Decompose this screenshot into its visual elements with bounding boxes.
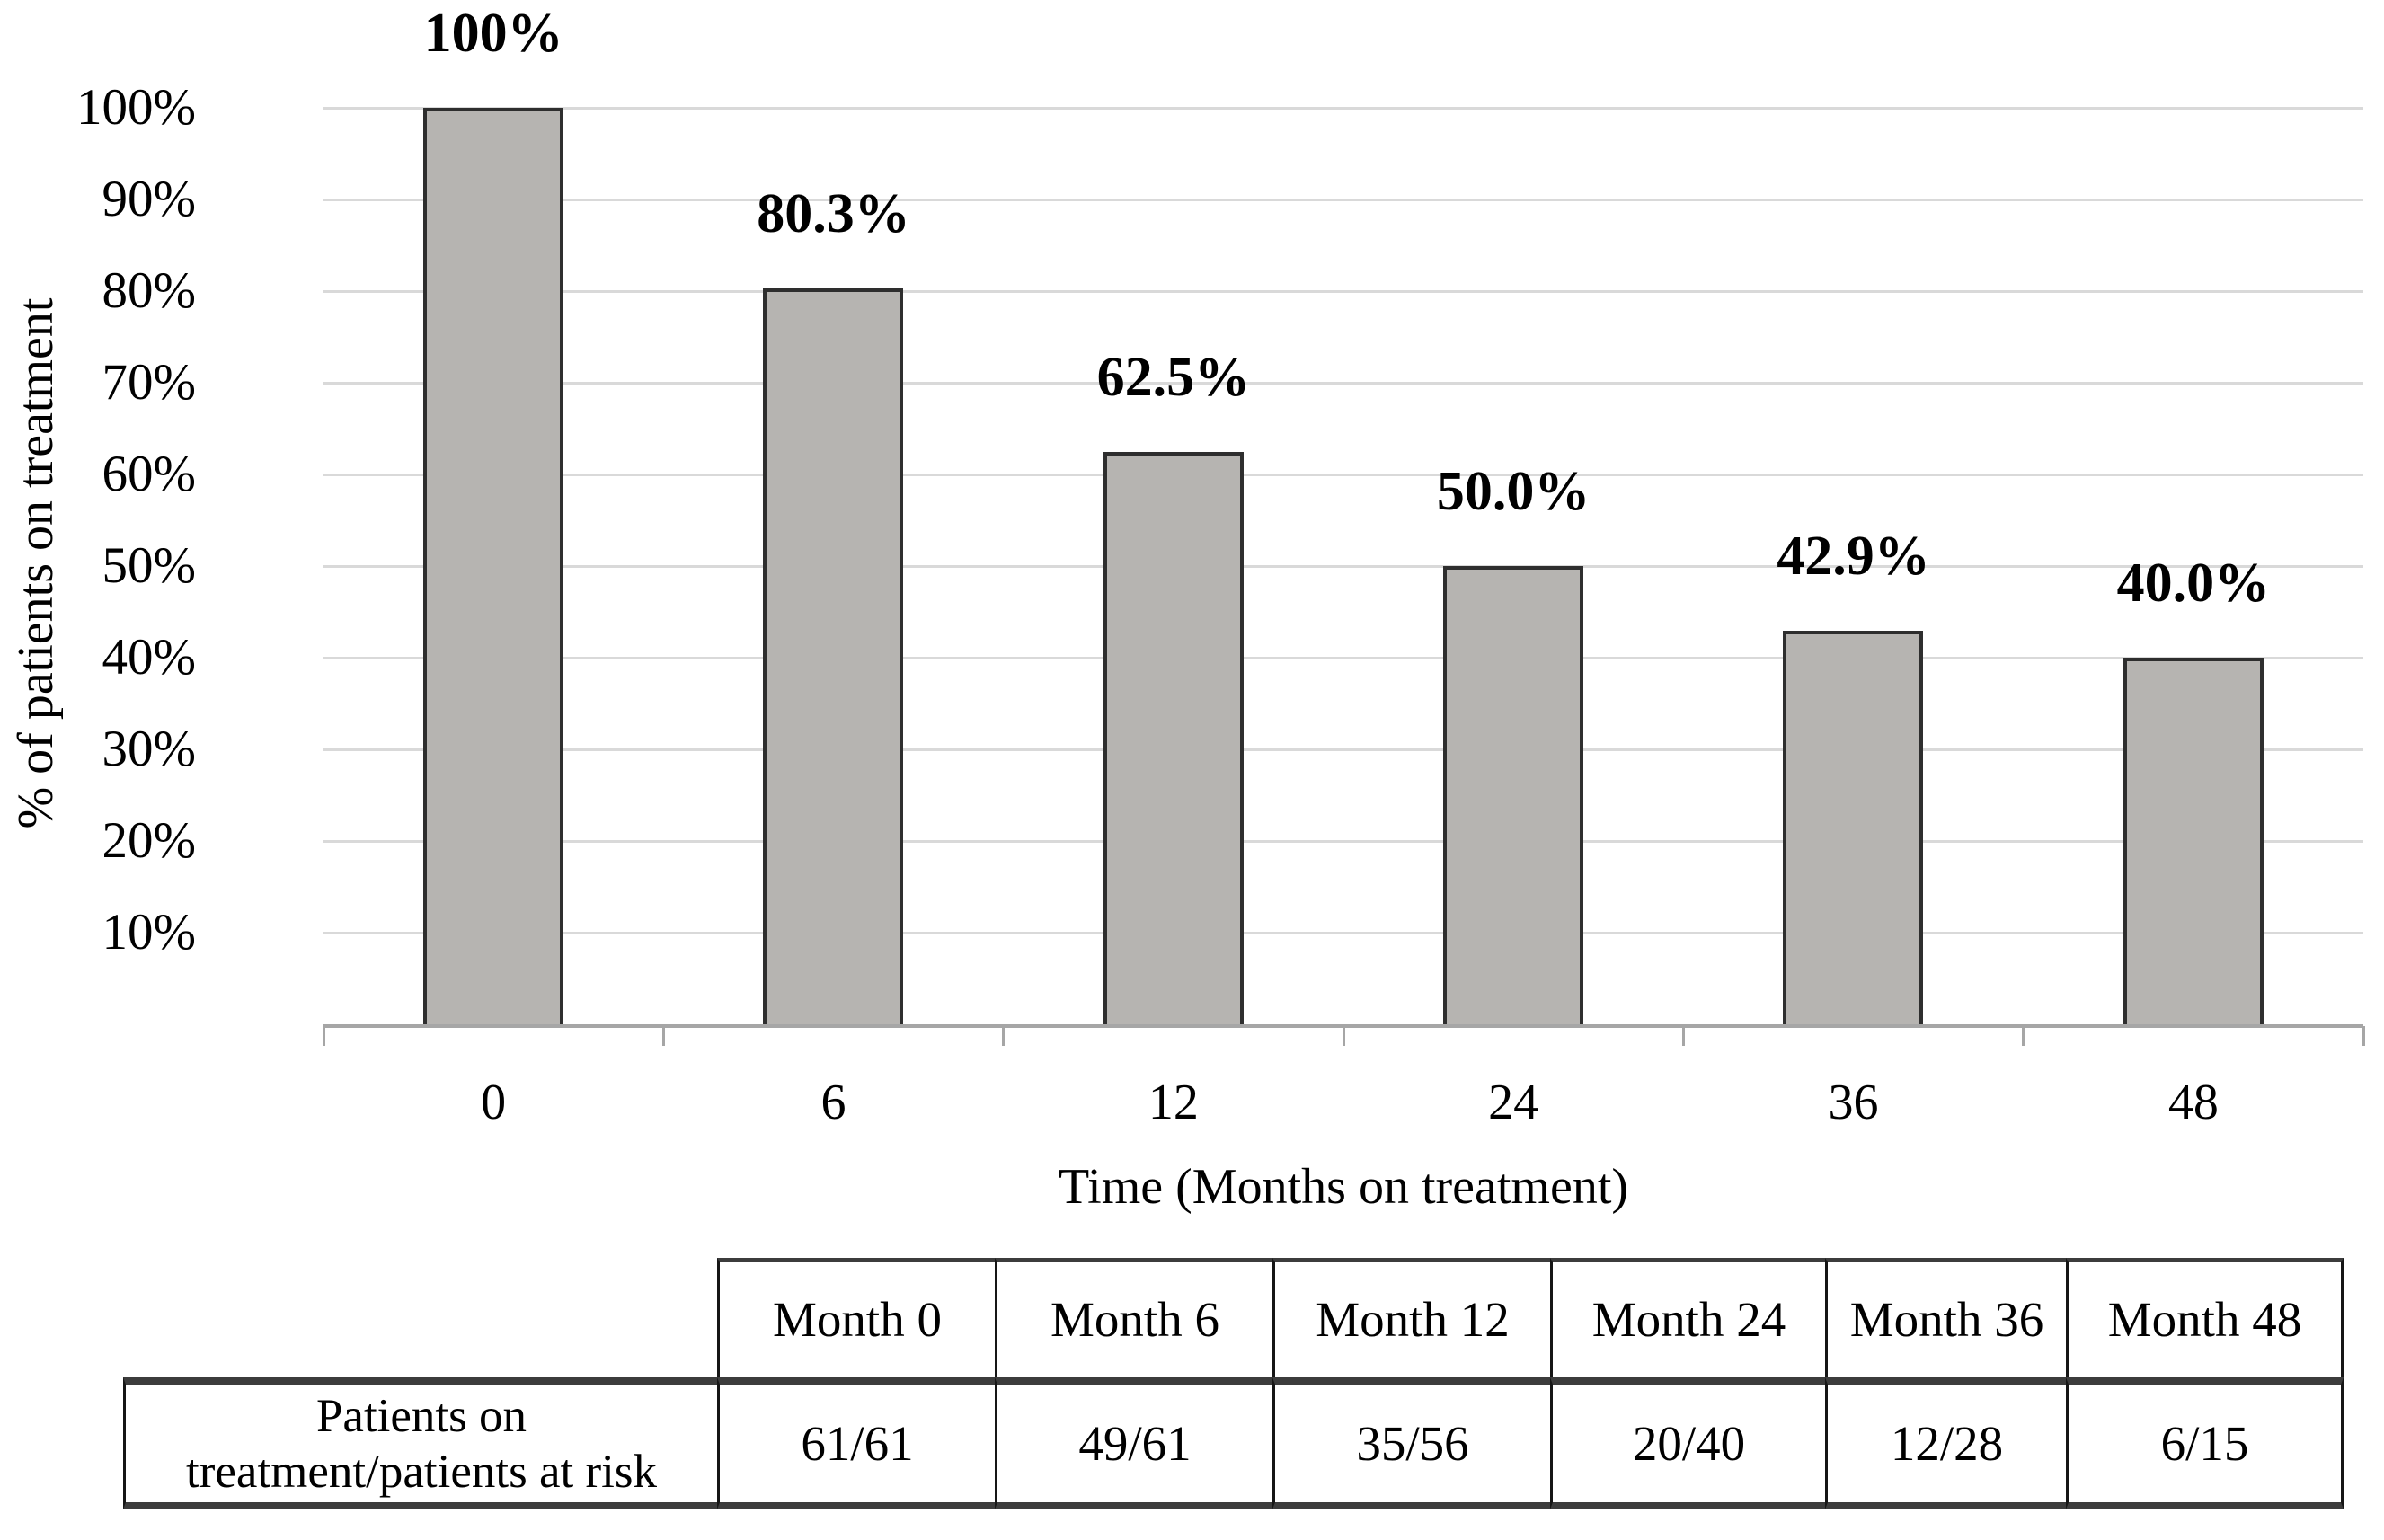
bar-month-24	[1443, 566, 1584, 1024]
bar-month-36	[1783, 631, 1924, 1024]
table-header-month-0: Month 0	[717, 1258, 995, 1377]
gridline	[323, 290, 2363, 293]
x-tick-label: 24	[1488, 1075, 1539, 1130]
bar-month-48	[2123, 658, 2264, 1024]
table-header-month-12: Month 12	[1272, 1258, 1550, 1377]
table-value-month-12: 35/56	[1272, 1377, 1550, 1509]
gridline	[323, 474, 2363, 476]
bar-month-0	[423, 108, 564, 1024]
bar-value-label: 50.0%	[1436, 461, 1591, 522]
bar-slot: 62.5%	[1004, 108, 1343, 1024]
table-value-month-24: 20/40	[1550, 1377, 1825, 1509]
y-tick-label: 90%	[102, 171, 196, 227]
gridline	[323, 657, 2363, 659]
bar-value-label: 42.9%	[1777, 526, 1930, 588]
y-tick-label: 80%	[102, 262, 196, 319]
x-axis-tick	[1342, 1026, 1345, 1046]
x-tick-label: 12	[1148, 1075, 1199, 1130]
bar-value-label: 100%	[423, 3, 563, 64]
table-row-label-line-1: Patients on	[315, 1389, 527, 1442]
table-corner-blank-cell	[123, 1258, 717, 1377]
table-value-month-48: 6/15	[2066, 1377, 2344, 1509]
gridline	[323, 382, 2363, 385]
bar-value-label: 40.0%	[2116, 553, 2271, 614]
bar-month-12	[1103, 451, 1244, 1024]
x-axis-tick	[1681, 1026, 1685, 1046]
y-tick-label: 50%	[102, 537, 196, 594]
table-value-month-36: 12/28	[1825, 1377, 2066, 1509]
bar-value-label: 62.5%	[1096, 346, 1251, 408]
x-tick-label: 6	[820, 1075, 846, 1130]
gridline	[323, 199, 2363, 201]
table-value-month-6: 49/61	[995, 1377, 1272, 1509]
bar-slot: 40.0%	[2024, 108, 2363, 1024]
patients-at-risk-table: Month 0 Month 6 Month 12 Month 24 Month …	[123, 1258, 2344, 1509]
table-header-month-24: Month 24	[1550, 1258, 1825, 1377]
x-axis-tick	[2362, 1026, 2365, 1046]
gridline	[323, 565, 2363, 568]
table-header-month-36: Month 36	[1825, 1258, 2066, 1377]
y-tick-label: 60%	[102, 446, 196, 502]
y-tick-label: 20%	[102, 812, 196, 869]
bar-month-6	[763, 288, 904, 1024]
x-tick-label: 48	[2167, 1075, 2219, 1130]
x-tick-label: 36	[1828, 1075, 1879, 1130]
y-tick-label: 10%	[102, 904, 196, 960]
x-axis-tick	[1002, 1026, 1006, 1046]
table-header-month-48: Month 48	[2066, 1258, 2344, 1377]
table-value-month-0: 61/61	[717, 1377, 995, 1509]
y-tick-label: 70%	[102, 354, 196, 411]
bar-value-label: 80.3%	[757, 182, 910, 244]
gridline	[323, 932, 2363, 934]
bar-slot: 50.0%	[1343, 108, 1683, 1024]
gridline	[323, 748, 2363, 751]
x-axis-tick	[322, 1026, 325, 1046]
y-tick-label: 30%	[102, 721, 196, 777]
table-header-month-6: Month 6	[995, 1258, 1272, 1377]
table-row-label: Patients on treatment/patients at risk	[123, 1377, 717, 1509]
y-tick-label: 40%	[102, 629, 196, 686]
y-tick-label: 100%	[76, 79, 196, 136]
x-tick-label: 0	[481, 1075, 507, 1130]
plot-area: 100% 80.3% 62.5% 50.0% 42.9% 40.0%	[323, 3, 2363, 1024]
gridline	[323, 107, 2363, 110]
table-row-label-line-2: treatment/patients at risk	[186, 1445, 657, 1498]
x-axis-tick	[2022, 1026, 2025, 1046]
bar-slot: 80.3%	[663, 108, 1003, 1024]
x-axis-tick	[661, 1026, 665, 1046]
bar-slot: 100%	[323, 3, 663, 1024]
bar-slot: 42.9%	[1683, 108, 2023, 1024]
gridline	[323, 840, 2363, 843]
x-axis-title: Time (Months on treatment)	[1058, 1159, 1629, 1215]
